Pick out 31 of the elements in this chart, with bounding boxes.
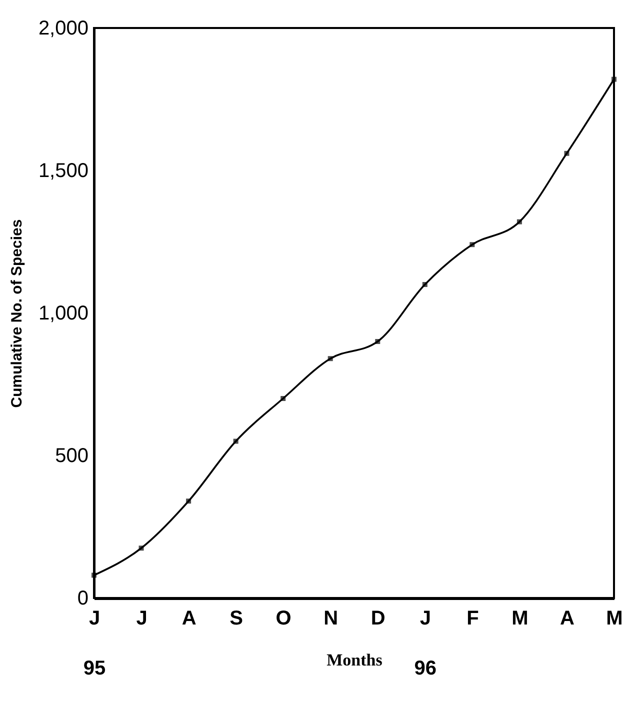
category-label: J 95 — [83, 608, 106, 680]
point — [375, 339, 380, 344]
x-axis-title: Months — [326, 650, 383, 670]
y-tick-label: 0 — [77, 588, 88, 610]
point — [470, 242, 475, 248]
x-tick-label: F — [466, 608, 479, 630]
y-tick-label: 2,000 — [38, 18, 88, 40]
y-tick-label: 1,000 — [38, 302, 88, 324]
point — [516, 219, 522, 224]
x-tick-label: J — [136, 608, 148, 630]
point — [280, 396, 286, 401]
x-tick-label: S — [230, 608, 243, 630]
x-tick-label: O — [276, 608, 292, 630]
x-tick-label: M — [512, 608, 528, 630]
point — [612, 76, 616, 82]
x-tick-label: N — [324, 608, 338, 630]
y-axis-title: Cumulative No. of Species — [8, 219, 26, 408]
x-tick-label: A — [182, 608, 196, 630]
x-tick-label: D — [370, 608, 386, 630]
point — [328, 356, 333, 362]
x-tick-label: M — [606, 608, 623, 630]
y-tick-label: 1,500 — [38, 160, 88, 182]
point — [138, 546, 144, 551]
point — [422, 282, 428, 287]
x-tick-label: A — [560, 608, 574, 630]
category-label: J 96 — [414, 608, 437, 680]
point — [92, 572, 96, 578]
y-tick-label: 500 — [55, 445, 88, 467]
point — [186, 498, 192, 504]
point — [564, 150, 570, 156]
point — [233, 438, 238, 444]
